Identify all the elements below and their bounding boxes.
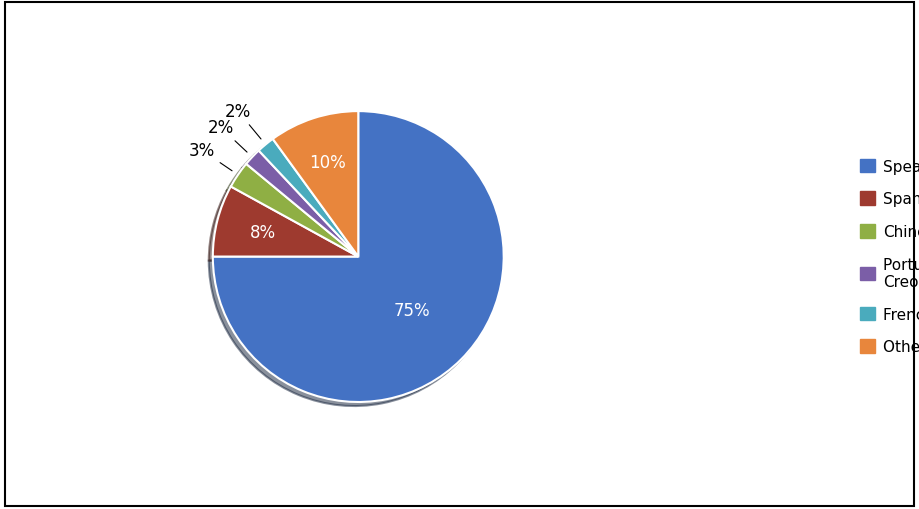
- Text: 2%: 2%: [208, 119, 247, 153]
- Wedge shape: [213, 112, 504, 402]
- Wedge shape: [231, 164, 358, 257]
- Wedge shape: [259, 139, 358, 257]
- Wedge shape: [246, 151, 358, 257]
- Wedge shape: [273, 112, 358, 257]
- Text: 3%: 3%: [188, 142, 233, 172]
- Text: 8%: 8%: [249, 223, 276, 241]
- Text: 2%: 2%: [224, 103, 261, 139]
- Text: 10%: 10%: [310, 154, 346, 172]
- Wedge shape: [213, 187, 358, 257]
- Legend: Speak only English, Spanish or Spanish Creole, Chinese, Portuguese or Portuguese: Speak only English, Spanish or Spanish C…: [854, 153, 919, 361]
- Text: 75%: 75%: [393, 301, 430, 320]
